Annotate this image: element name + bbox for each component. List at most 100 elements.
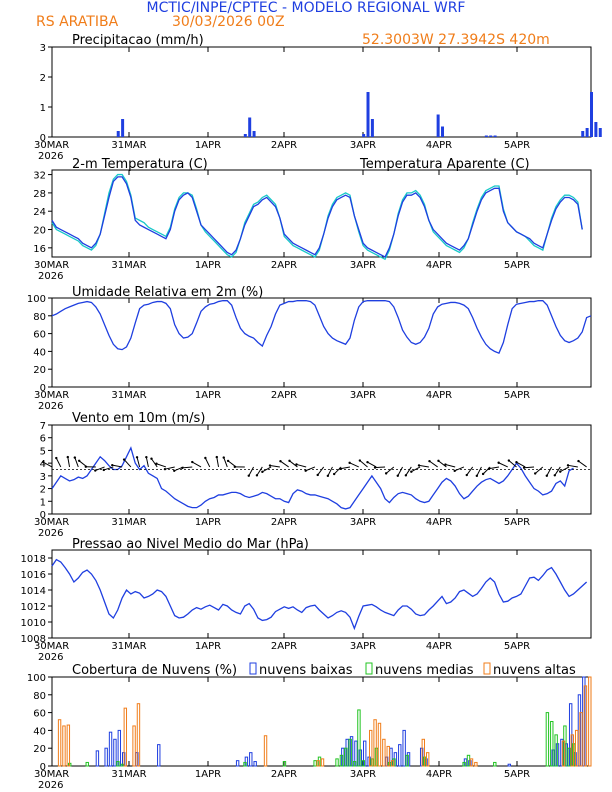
wind-arrow-head (279, 459, 282, 463)
cloud-bar-medias (116, 761, 120, 767)
run-time: 30/03/2026 00Z (172, 14, 285, 30)
precip-bar (484, 135, 488, 137)
cloud-bar-altas (320, 758, 325, 767)
cloud-bar-medias (466, 754, 471, 767)
cloud-bar-altas (583, 685, 588, 767)
clouds-xtick-label: 30MAR (34, 769, 69, 780)
temp-ytick-label: 28 (33, 189, 46, 200)
wind-arrow-head (247, 474, 250, 477)
wind-arrow-head (404, 474, 408, 477)
pressure-xtick-label: 5APR (504, 641, 530, 652)
wind-arrow-head (304, 469, 307, 472)
wind-arrow-head (373, 466, 377, 469)
precip-xtick-label: 31MAR (111, 140, 146, 151)
cloud-bar-altas (66, 724, 71, 767)
cloud-bar-medias (313, 760, 317, 767)
cloud-bar-baixas (108, 731, 113, 767)
clouds-title: Cobertura de Nuvens (%) (72, 663, 237, 678)
cloud-bar-baixas (253, 761, 257, 767)
wind-arrow (367, 461, 377, 468)
wind-arrow (359, 460, 368, 468)
wind-arrow (136, 457, 141, 468)
wind-arrow (223, 457, 228, 468)
wind-arrow-head (215, 455, 218, 459)
wind-arrow-head (316, 473, 319, 477)
wind-arrow (42, 461, 53, 468)
wind-arrow-head (553, 474, 557, 477)
wind-arrow-head (515, 461, 518, 464)
legend-label: nuvens medias (375, 663, 474, 678)
wind-arrow (466, 466, 474, 476)
cloud-bar-medias (357, 709, 361, 767)
precip-xtick-label: 4APR (426, 140, 452, 151)
cloud-bar-altas (570, 734, 574, 767)
legend-label: nuvens baixas (259, 663, 353, 678)
pressure-line-0 (51, 558, 588, 631)
wind-arrow (375, 466, 386, 469)
temp-legend: Temperatura Aparente (C) (359, 157, 530, 172)
cloud-bar-medias (344, 747, 348, 767)
precip-bar (436, 114, 440, 137)
wind-arrow-head (453, 469, 456, 473)
wind-xtick-label: 30MAR (34, 517, 69, 528)
cloud-bar-baixas (402, 729, 406, 767)
temp-line-0 (51, 176, 583, 258)
wind-arrow-head (73, 456, 77, 459)
cloud-bar-altas (316, 760, 320, 767)
wind-arrow (289, 460, 298, 468)
precip-bar (362, 134, 366, 137)
precip-bar (594, 122, 598, 137)
precip-ytick-label: 0 (40, 133, 46, 144)
wind-arrow-head (497, 461, 500, 464)
wind-arrow-head (507, 459, 511, 462)
cloud-bar-altas (386, 745, 390, 767)
precip-xtick-label: 5APR (504, 140, 530, 151)
cloud-bar-medias (361, 760, 366, 767)
wind-arrow-head (545, 474, 549, 477)
wind-xtick-label: 3APR (350, 517, 376, 528)
wind-arrow-head (366, 460, 369, 464)
temp-ytick-label: 20 (33, 226, 46, 237)
rh-ytick-label: 80 (33, 312, 46, 323)
temp-title: 2-m Temperatura (C) (72, 157, 208, 172)
clouds-xtick-label: 31MAR (111, 769, 146, 780)
wind-arrow (489, 466, 500, 470)
temp-xtick-label: 4APR (426, 260, 452, 271)
cloud-bar-baixas (95, 750, 100, 767)
cloud-bar-medias (282, 761, 287, 767)
precip-bar (116, 131, 120, 137)
wind-arrow-head (233, 465, 237, 469)
wind-arrow-head (396, 474, 399, 477)
wind-arrow (55, 457, 62, 468)
temp-frame (51, 169, 592, 258)
wind-arrow-head (94, 469, 97, 472)
cloud-bar-baixas (398, 744, 402, 767)
wind-arrow (405, 466, 412, 476)
cloud-bar-baixas (249, 752, 253, 767)
clouds-xtick-label: 3APR (350, 769, 376, 780)
wind-arrow-head (155, 462, 158, 465)
precip-bar (121, 119, 125, 137)
cloud-bar-altas (588, 676, 592, 767)
clouds-xtick-label: 5APR (504, 769, 530, 780)
temp-xtick-label: 5APR (504, 260, 530, 271)
wind-ytick-label: 0 (40, 510, 46, 521)
cloud-bar-medias (335, 758, 339, 767)
precip-xtick-label: 2APR (271, 140, 297, 151)
wind-arrow (151, 458, 158, 468)
precip-bar (493, 135, 497, 137)
precip-bar (441, 126, 445, 137)
pressure-ytick-label: 1018 (21, 554, 46, 565)
pressure-xtick-label: 30MAR (34, 641, 69, 652)
wind-title: Vento em 10m (m/s) (72, 411, 205, 426)
rh-xtick-label: 4APR (426, 390, 452, 401)
clouds-ytick-label: 20 (33, 744, 46, 755)
precip-bar (252, 131, 256, 137)
cloud-bar-altas (263, 735, 268, 767)
wind-arrow (327, 466, 333, 477)
wind-arrow (262, 466, 272, 473)
wind-arrow (454, 466, 465, 472)
wind-arrow (123, 459, 132, 468)
pressure-ytick-label: 1014 (21, 586, 46, 597)
wind-ytick-label: 4 (40, 459, 46, 470)
